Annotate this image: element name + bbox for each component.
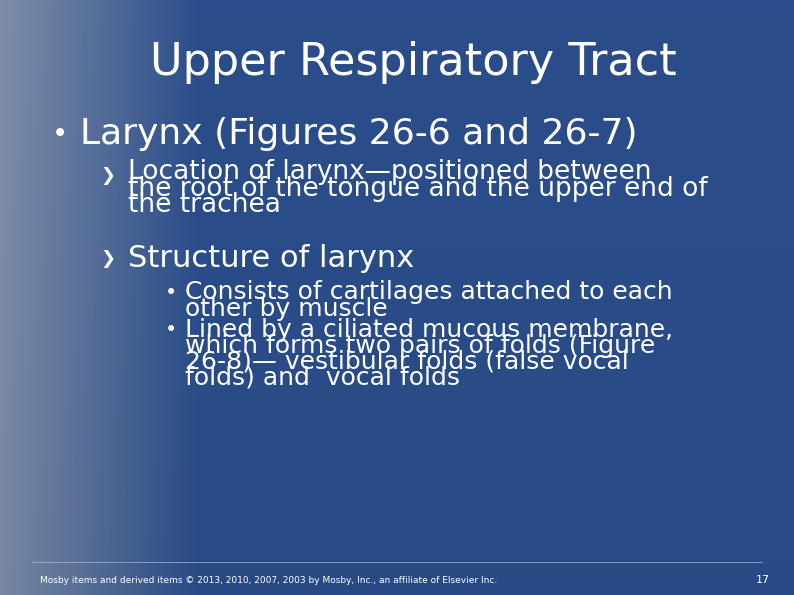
Text: Consists of cartilages attached to each: Consists of cartilages attached to each [185, 280, 673, 304]
Text: •: • [165, 283, 177, 303]
Text: ❯: ❯ [100, 250, 115, 268]
Text: •: • [165, 320, 177, 340]
Text: Structure of larynx: Structure of larynx [128, 245, 414, 273]
Text: ❯: ❯ [100, 167, 115, 184]
Text: which forms two pairs of folds (Figure: which forms two pairs of folds (Figure [185, 334, 655, 358]
Text: Location of larynx—positioned between: Location of larynx—positioned between [128, 159, 652, 185]
Text: the trachea: the trachea [128, 192, 281, 218]
Text: other by muscle: other by muscle [185, 297, 387, 321]
Text: Larynx (Figures 26-6 and 26-7): Larynx (Figures 26-6 and 26-7) [80, 117, 638, 151]
Text: Lined by a ciliated mucous membrane,: Lined by a ciliated mucous membrane, [185, 318, 673, 342]
Text: folds) and  vocal folds: folds) and vocal folds [185, 365, 460, 389]
Text: Mosby items and derived items © 2013, 2010, 2007, 2003 by Mosby, Inc., an affili: Mosby items and derived items © 2013, 20… [40, 575, 497, 585]
Text: 26-8)— vestibular folds (false vocal: 26-8)— vestibular folds (false vocal [185, 350, 629, 374]
Text: Upper Respiratory Tract: Upper Respiratory Tract [149, 41, 676, 84]
Text: 17: 17 [756, 575, 770, 585]
Text: the root of the tongue and the upper end of: the root of the tongue and the upper end… [128, 176, 707, 202]
Text: •: • [52, 120, 68, 148]
